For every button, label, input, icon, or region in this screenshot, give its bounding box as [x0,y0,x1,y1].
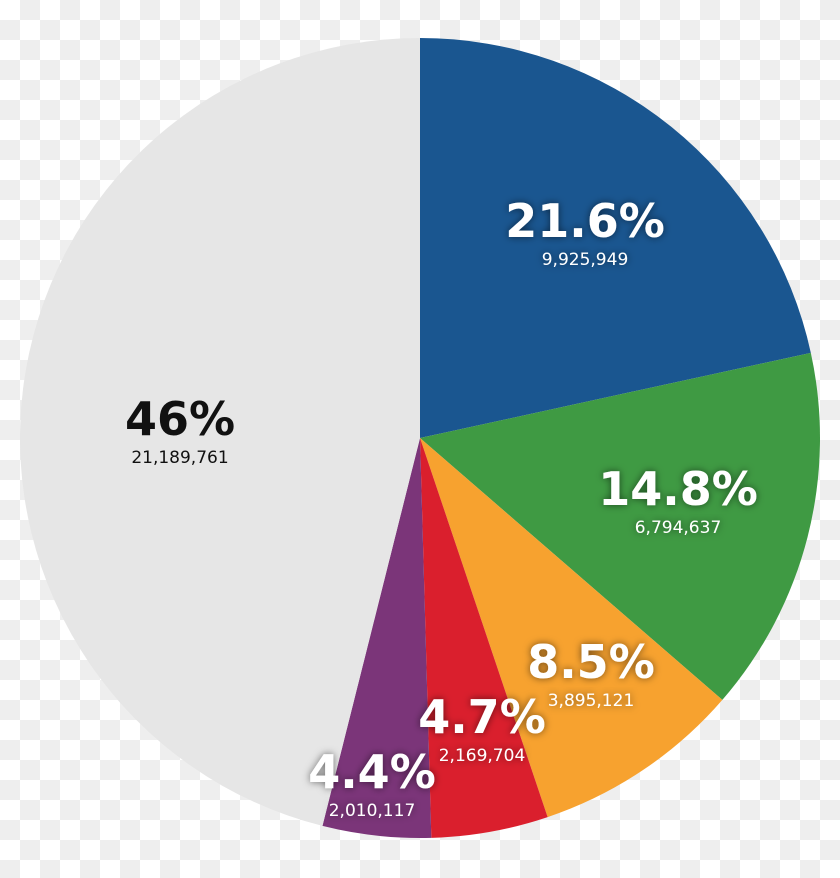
slice-percent-label: 4.4% [308,745,436,799]
pie-slice [420,352,820,700]
slice-value-label: 2,010,117 [329,801,416,821]
slice-value-label: 9,925,949 [542,250,629,270]
pie-slice [420,438,548,838]
pie-slice [20,38,420,826]
slice-percent-label: 14.8% [598,462,758,516]
slice-percent-label: 21.6% [505,194,665,248]
slice-value-label: 6,794,637 [635,518,722,538]
slice-percent-label: 4.7% [418,690,546,744]
slice-value-label: 2,169,704 [439,746,526,766]
pie-slice [420,38,811,438]
slice-percent-label: 8.5% [527,635,655,689]
slice-percent-label: 46% [125,392,235,446]
pie-slice [322,438,432,838]
pie-slice [420,438,723,818]
slice-value-label: 21,189,761 [131,448,228,468]
slice-value-label: 3,895,121 [548,691,635,711]
